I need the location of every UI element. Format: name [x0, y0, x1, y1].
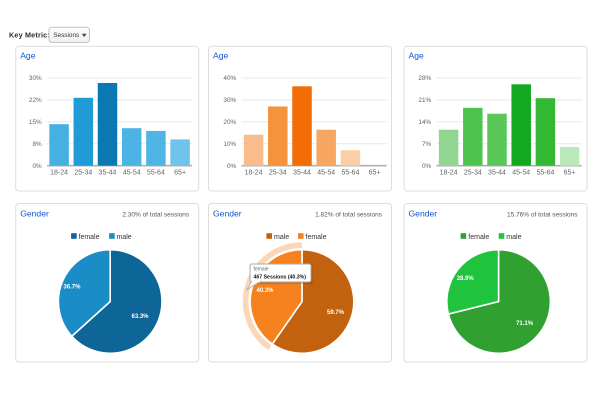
svg-text:female: female: [79, 234, 100, 241]
svg-text:8%: 8%: [32, 141, 42, 148]
svg-text:30%: 30%: [223, 97, 236, 104]
svg-text:65+: 65+: [564, 170, 576, 177]
svg-text:1.82% of total sessions: 1.82% of total sessions: [315, 212, 383, 219]
svg-text:Gender: Gender: [213, 209, 242, 219]
svg-text:65+: 65+: [369, 170, 381, 177]
svg-text:65+: 65+: [174, 170, 186, 177]
svg-text:14%: 14%: [418, 119, 431, 126]
svg-text:Key Metric:: Key Metric:: [9, 31, 50, 40]
svg-text:10%: 10%: [223, 141, 236, 148]
svg-text:45-54: 45-54: [317, 170, 335, 177]
svg-text:28.9%: 28.9%: [457, 276, 475, 282]
svg-text:40.3%: 40.3%: [256, 288, 274, 294]
svg-text:55-64: 55-64: [147, 170, 165, 177]
svg-text:18-24: 18-24: [245, 170, 263, 177]
svg-text:female: female: [468, 234, 489, 241]
svg-text:21%: 21%: [418, 97, 431, 104]
svg-text:35-44: 35-44: [293, 170, 311, 177]
svg-text:22%: 22%: [29, 97, 42, 104]
svg-text:63.3%: 63.3%: [131, 314, 149, 320]
svg-text:18-24: 18-24: [50, 170, 68, 177]
svg-text:36.7%: 36.7%: [63, 285, 81, 291]
svg-text:Age: Age: [409, 51, 425, 61]
svg-text:male: male: [506, 234, 521, 241]
svg-text:40%: 40%: [223, 75, 236, 82]
svg-text:18-24: 18-24: [440, 170, 458, 177]
svg-text:45-54: 45-54: [512, 170, 530, 177]
svg-text:467 Sessions (40.3%): 467 Sessions (40.3%): [254, 274, 307, 280]
svg-text:Gender: Gender: [409, 209, 438, 219]
svg-text:25-34: 25-34: [74, 170, 92, 177]
svg-text:59.7%: 59.7%: [327, 310, 345, 316]
svg-text:55-64: 55-64: [341, 170, 359, 177]
svg-text:25-34: 25-34: [464, 170, 482, 177]
svg-text:male: male: [274, 234, 289, 241]
svg-text:Gender: Gender: [20, 209, 49, 219]
svg-text:7%: 7%: [422, 141, 432, 148]
svg-text:35-44: 35-44: [99, 170, 117, 177]
svg-text:0%: 0%: [32, 163, 42, 170]
svg-text:30%: 30%: [29, 75, 42, 82]
svg-text:15%: 15%: [29, 119, 42, 126]
svg-text:0%: 0%: [422, 163, 432, 170]
svg-text:20%: 20%: [223, 119, 236, 126]
svg-text:25-34: 25-34: [269, 170, 287, 177]
svg-text:2.30% of total sessions: 2.30% of total sessions: [122, 212, 190, 219]
svg-text:15.76% of total sessions: 15.76% of total sessions: [507, 212, 578, 219]
svg-text:Age: Age: [213, 51, 229, 61]
svg-text:45-54: 45-54: [123, 170, 141, 177]
svg-text:55-64: 55-64: [536, 170, 554, 177]
svg-text:71.1%: 71.1%: [516, 321, 534, 327]
svg-text:35-44: 35-44: [488, 170, 506, 177]
svg-text:female: female: [306, 234, 327, 241]
svg-text:0%: 0%: [227, 163, 237, 170]
svg-text:28%: 28%: [418, 75, 431, 82]
svg-text:Sessions: Sessions: [53, 32, 79, 39]
svg-text:female: female: [254, 267, 269, 273]
svg-text:Age: Age: [20, 51, 36, 61]
svg-text:male: male: [117, 234, 132, 241]
